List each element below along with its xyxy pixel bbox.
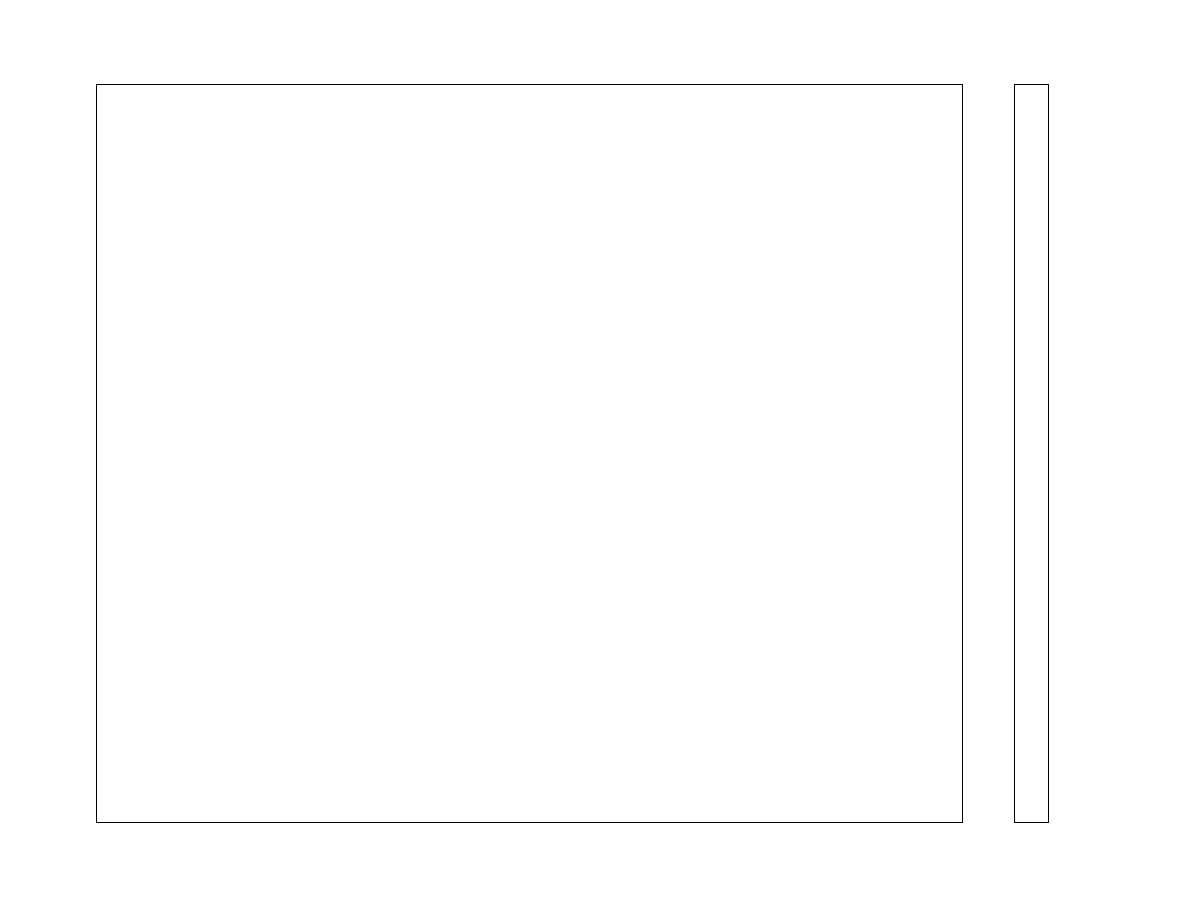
heatmap-canvas — [97, 85, 397, 235]
plot-area — [96, 84, 963, 823]
colorbar-canvas — [1015, 85, 1200, 235]
colorbar — [1014, 84, 1200, 823]
